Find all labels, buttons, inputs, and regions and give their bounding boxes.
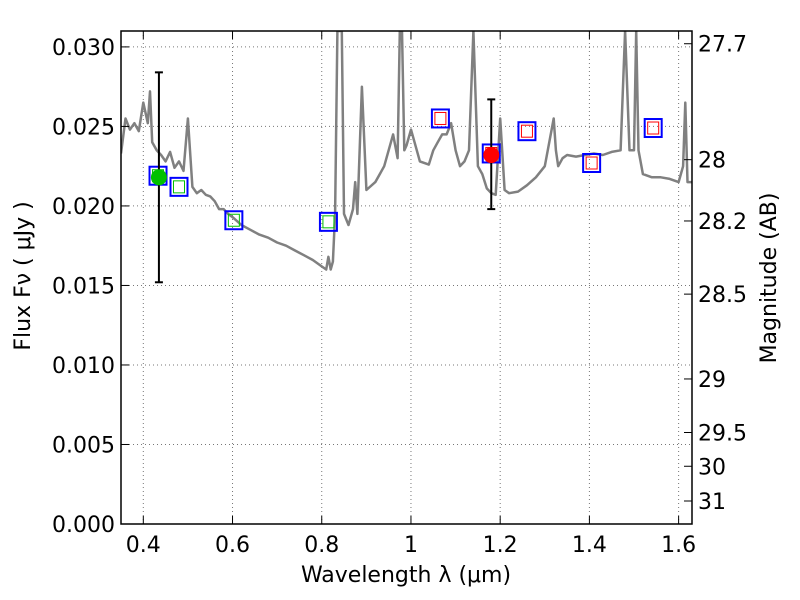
model-band-box-inner: [227, 213, 240, 227]
y-tick-label: 0.015: [52, 274, 115, 299]
grid-lines: [121, 31, 692, 525]
model-band-box: [169, 176, 189, 197]
model-band-box-inner: [520, 124, 533, 138]
y-axis-label: Flux Fν ( μJy ): [11, 201, 36, 350]
plot-data: [121, 31, 692, 284]
y2-tick-label: 29: [698, 368, 726, 393]
y2-tick-label: 28: [698, 149, 726, 174]
plot-frame: [120, 30, 693, 525]
y-tick-label: 0.005: [52, 433, 115, 458]
axis-ticks: 0.4 0.6 0.8 1 1.2 1.4 1.6 0.000 0.005 0.010 0.015 0…: [52, 31, 747, 558]
model-band-box: [318, 211, 338, 232]
x-tick-label: 1: [404, 533, 418, 558]
y2-tick-label: 30: [698, 455, 726, 480]
model-band-box-inner: [322, 215, 335, 229]
model-band-box-inner: [585, 156, 598, 170]
model-band-box-inner: [172, 180, 185, 194]
model-band-box: [582, 152, 602, 173]
y-tick-label: 0.010: [52, 354, 115, 379]
spectrum-line: [121, 31, 692, 271]
y2-axis-label: Magnitude (AB): [757, 193, 782, 364]
model-band-box: [430, 108, 450, 129]
x-tick-label: 1.4: [572, 533, 607, 558]
y2-tick-label: 28.5: [698, 283, 747, 308]
y-tick-label: 0.000: [52, 513, 115, 538]
y2-tick-label: 27.7: [698, 33, 747, 58]
y-tick-label: 0.020: [52, 195, 115, 220]
x-tick-label: 1.6: [661, 533, 696, 558]
model-band-box-inner: [434, 111, 447, 125]
y2-tick-label: 31: [698, 490, 726, 515]
model-band-box: [643, 118, 663, 139]
y-tick-label: 0.025: [52, 115, 115, 140]
observed-data-point: [483, 147, 500, 164]
y2-tick-label: 29.5: [698, 421, 747, 446]
x-tick-label: 0.8: [304, 533, 339, 558]
y2-tick-label: 28.2: [698, 210, 747, 235]
model-band-box: [224, 210, 244, 231]
y-tick-label: 0.030: [52, 36, 115, 61]
x-tick-label: 1.2: [483, 533, 518, 558]
model-band-box: [517, 121, 537, 142]
observed-data-point: [150, 169, 167, 186]
x-axis-label: Wavelength λ (μm): [301, 563, 511, 588]
x-tick-label: 0.4: [126, 533, 161, 558]
x-tick-label: 0.6: [215, 533, 250, 558]
model-band-box-inner: [647, 121, 660, 135]
